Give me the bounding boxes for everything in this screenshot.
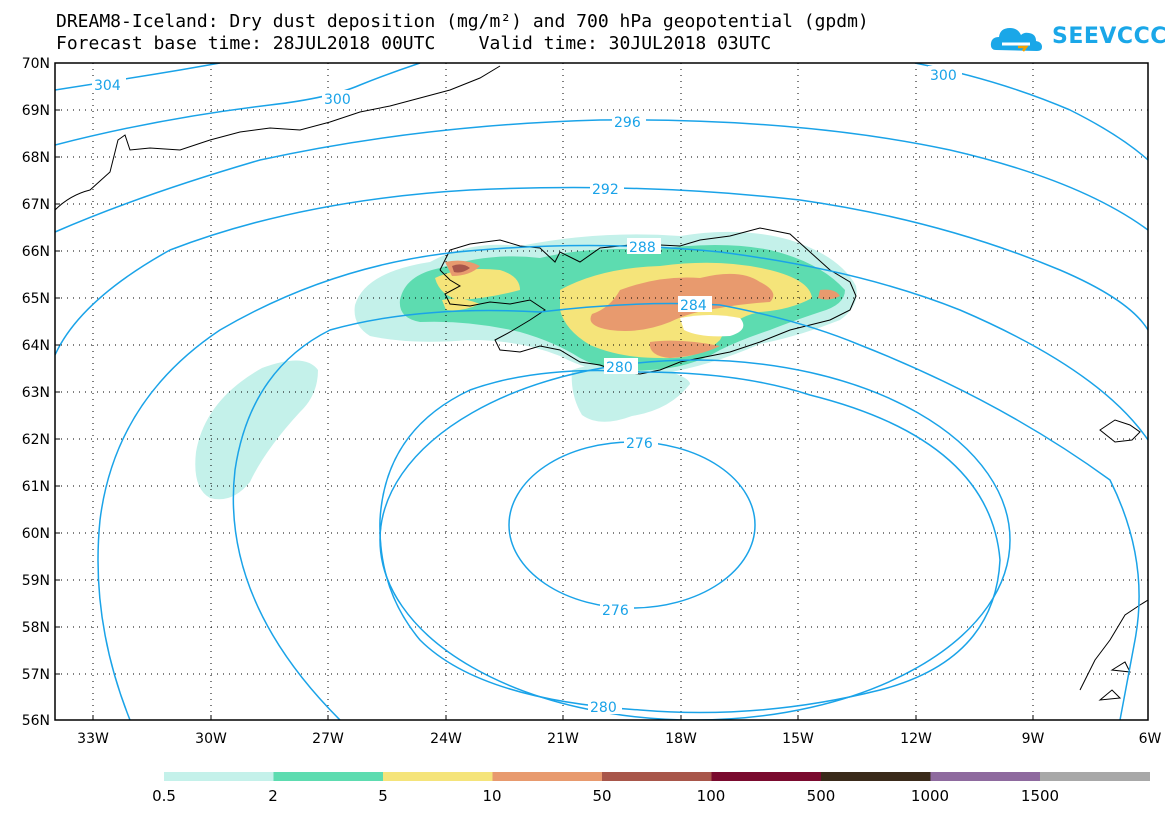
lat-label: 62N	[22, 432, 50, 448]
colorbar-swatch	[821, 772, 931, 781]
colorbar-swatch	[383, 772, 493, 781]
contour-300	[55, 63, 421, 146]
dust-area-southwest	[195, 360, 318, 500]
lat-label: 58N	[22, 620, 50, 636]
colorbar-label: 5	[378, 787, 388, 805]
colorbar-swatch	[602, 772, 712, 781]
lon-label: 30W	[195, 731, 227, 747]
colorbar-label: 1000	[910, 787, 950, 805]
seevccc-logo-cloud-icon	[990, 28, 1042, 52]
dust-area-iceland-5	[435, 269, 520, 300]
lon-label: 27W	[312, 731, 344, 747]
contour-label: 304	[94, 78, 121, 94]
lat-label: 70N	[22, 56, 50, 72]
contour-276	[508, 441, 756, 609]
dust-area-iceland-5c	[442, 298, 480, 311]
lon-label: 15W	[782, 731, 814, 747]
lat-label: 69N	[22, 103, 50, 119]
dust-shading	[195, 231, 857, 500]
colorbar-label: 50	[592, 787, 612, 805]
lon-label: 33W	[77, 731, 109, 747]
lat-label: 60N	[22, 526, 50, 542]
dust-area-iceland-50	[452, 264, 470, 273]
contour-label: 280	[590, 700, 617, 716]
colorbar-label: 2	[268, 787, 278, 805]
colorbar	[164, 772, 1150, 781]
lon-label: 12W	[900, 731, 932, 747]
colorbar-swatch	[273, 772, 384, 781]
contour-label: 276	[602, 603, 629, 619]
colorbar-swatch	[492, 772, 603, 781]
lat-label: 57N	[22, 667, 50, 683]
contour-284	[232, 302, 1140, 720]
contour-label: 280	[606, 360, 633, 376]
contour-280-inner	[379, 359, 1011, 720]
colorbar-swatch	[164, 772, 274, 781]
contour-label: 292	[592, 182, 619, 198]
lat-axis	[55, 62, 60, 721]
contour-label: 296	[614, 115, 641, 131]
contour-280	[379, 369, 1001, 714]
lat-label: 66N	[22, 244, 50, 260]
contour-label: 300	[324, 92, 351, 108]
lat-label: 61N	[22, 479, 50, 495]
colorbar-label: 1500	[1020, 787, 1060, 805]
lat-labels: 70N 69N 68N 67N 66N 65N 64N 63N 62N 61N …	[22, 56, 50, 729]
lon-label: 21W	[547, 731, 579, 747]
colorbar-swatch	[1040, 772, 1150, 781]
colorbar-label: 500	[806, 787, 836, 805]
colorbar-label: 100	[696, 787, 726, 805]
contour-288	[97, 244, 1148, 720]
iceland-coast	[439, 227, 857, 375]
colorbar-swatch	[930, 772, 1041, 781]
lon-label: 18W	[665, 731, 697, 747]
lat-label: 64N	[22, 338, 50, 354]
lat-label: 68N	[22, 150, 50, 166]
contour-296	[55, 119, 1148, 233]
contour-label: 288	[629, 240, 656, 256]
contour-label: 276	[626, 436, 653, 452]
colorbar-swatch	[711, 772, 822, 781]
logo-text: SEEVCCC	[1052, 24, 1167, 49]
lat-label: 56N	[22, 713, 50, 729]
greenland-coast	[55, 65, 501, 211]
lon-label: 6W	[1139, 731, 1162, 747]
scotland-coast	[1079, 599, 1148, 691]
contour-304	[55, 63, 221, 91]
dust-area-iceland-white	[680, 315, 744, 337]
contour-label: 300	[930, 68, 957, 84]
contour-labels: 304 300 300 296 292 288 284 280 276 276 …	[92, 66, 962, 716]
lat-label: 59N	[22, 573, 50, 589]
faroe-coast	[1099, 419, 1141, 443]
lat-label: 65N	[22, 291, 50, 307]
lon-labels: 33W 30W 27W 24W 21W 18W 15W 12W 9W 6W	[77, 731, 1161, 747]
dust-area-iceland-10d	[818, 289, 840, 300]
lon-label: 24W	[430, 731, 462, 747]
lon-axis	[92, 715, 1034, 720]
dust-area-south-plume	[571, 363, 690, 422]
map-subtitle: Forecast base time: 28JUL2018 00UTC Vali…	[56, 33, 772, 54]
colorbar-label: 10	[482, 787, 502, 805]
contour-label: 284	[680, 298, 707, 314]
colorbar-label: 0.5	[152, 787, 176, 805]
map-title: DREAM8-Iceland: Dry dust deposition (mg/…	[56, 11, 869, 32]
lon-label: 9W	[1022, 731, 1045, 747]
coastlines	[55, 65, 1148, 701]
scotland-islands	[1098, 661, 1131, 701]
graticule	[55, 63, 1148, 720]
lat-label: 67N	[22, 197, 50, 213]
lat-label: 63N	[22, 385, 50, 401]
